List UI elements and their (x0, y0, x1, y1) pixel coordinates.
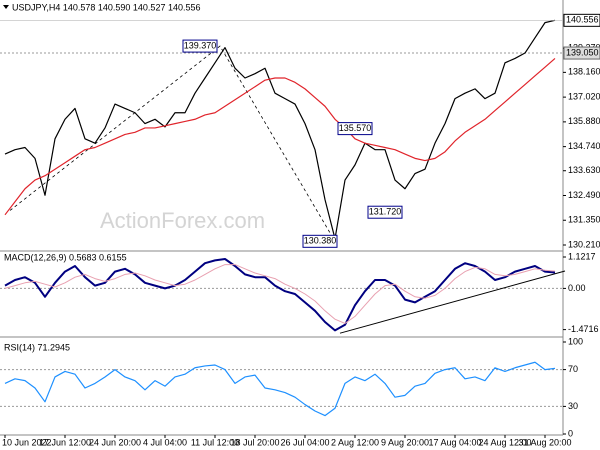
series-line (4, 361, 556, 417)
y-tick-label: 30 (568, 401, 578, 411)
annotation-box (182, 39, 218, 53)
annotation-text: 135.570 (339, 123, 372, 133)
y-tick-label: 1.1217 (568, 251, 596, 261)
x-tick-label: 11 Jul 12:00 (191, 437, 239, 447)
x-tick-label: 9 Aug 20:00 (381, 437, 429, 447)
annotation-text: 139.370 (184, 40, 217, 50)
series-line (4, 19, 556, 240)
annotation-box (337, 122, 373, 136)
label-box (563, 13, 600, 27)
x-tick-label: 24 Aug 12:00 (478, 437, 531, 447)
trend-line (9, 45, 336, 242)
x-tick-label: 24 Jun 20:00 (89, 437, 141, 447)
x-tick-label: 17 Aug 04:00 (428, 437, 481, 447)
label-box-text: 140.556 (566, 15, 599, 25)
y-tick-label: 131.350 (568, 215, 600, 225)
y-tick-label: 70 (568, 364, 578, 374)
annotation-box (367, 205, 403, 219)
panel-title: MACD(12,26,9) 0.5683 0.6155 (4, 252, 127, 262)
annotation-box (302, 234, 338, 248)
panel-title: USDJPY,H4 140.578 140.590 140.527 140.55… (12, 2, 201, 12)
x-tick-label: 2 Aug 12:00 (331, 437, 379, 447)
x-tick-label: 31 Aug 20:00 (518, 437, 571, 447)
menu-icon (3, 5, 9, 9)
y-tick-label: 135.880 (568, 116, 600, 126)
y-tick-label: 0.00 (568, 283, 586, 293)
y-tick-label: 100 (568, 336, 583, 346)
label-box-text: 139.050 (566, 47, 599, 57)
y-tick-label: 138.160 (568, 67, 600, 77)
y-tick-label: 133.630 (568, 165, 600, 175)
series-line (4, 58, 556, 216)
y-tick-label: 132.490 (568, 190, 600, 200)
y-tick-label: 130.210 (568, 239, 600, 249)
panel-title: RSI(14) 71.2945 (4, 342, 70, 352)
annotation-text: 130.380 (304, 236, 337, 246)
annotation-text: 131.720 (369, 207, 402, 217)
x-tick-label: 18 Jul 20:00 (230, 437, 279, 447)
trend-line (339, 270, 566, 334)
watermark: ActionForex.com (100, 208, 265, 233)
label-box (563, 46, 600, 60)
y-tick-label: 134.740 (568, 141, 600, 151)
x-tick-label: 10 Jun 2022 (2, 437, 52, 447)
y-tick-label: 137.020 (568, 91, 600, 101)
y-tick-label: -1.4716 (568, 324, 599, 334)
x-tick-label: 17 Jun 12:00 (39, 437, 91, 447)
x-tick-label: 4 Jul 04:00 (143, 437, 187, 447)
series-line (4, 258, 556, 332)
series-line (4, 264, 556, 324)
y-tick-label: 0 (568, 428, 573, 438)
x-tick-label: 26 Jul 04:00 (280, 437, 329, 447)
